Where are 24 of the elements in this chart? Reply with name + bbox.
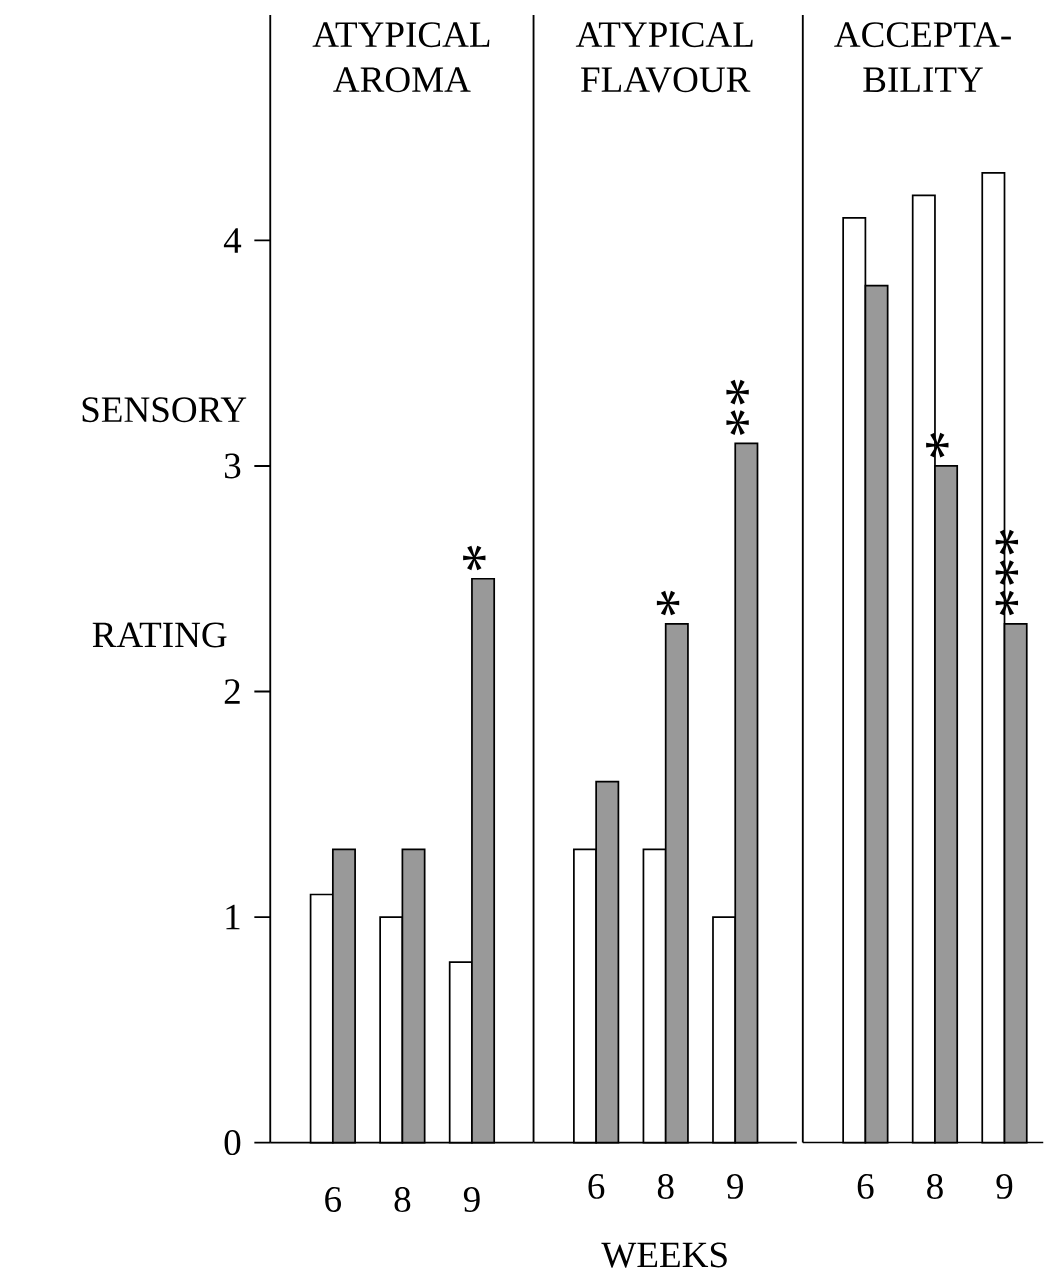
- x-tick-label: 8: [657, 1173, 674, 1199]
- y-tick-label: 4: [223, 228, 242, 253]
- y-tick-label: 3: [224, 453, 241, 479]
- text: ACCEPTA-BILITY: [834, 22, 1011, 92]
- x-tick-label: 8: [394, 1187, 411, 1213]
- annotation: *: [926, 432, 949, 458]
- x-axis-title: WEEKS: [601, 1242, 727, 1268]
- y-tick-label: 0: [224, 1130, 241, 1156]
- x-tick-label: 6: [588, 1173, 605, 1199]
- text: ATYPICAL AROMA: [312, 22, 490, 93]
- annotation: **: [726, 379, 749, 435]
- text: ATYPICAL FLAVOUR: [575, 22, 753, 93]
- y-tick-label: 1: [226, 904, 240, 930]
- x-tick-label: 6: [325, 1187, 341, 1212]
- text: SENSORY: [82, 397, 247, 423]
- x-tick-label: 9: [463, 1187, 480, 1212]
- annotation: *: [463, 545, 486, 571]
- x-tick-label: 9: [996, 1173, 1013, 1199]
- x-tick-label: 9: [727, 1173, 743, 1199]
- x-tick-label: 8: [927, 1173, 943, 1199]
- x-tick-label: 6: [857, 1173, 874, 1199]
- text: RATING: [92, 622, 227, 648]
- annotation: *: [656, 590, 680, 616]
- y-tick-label: 2: [224, 679, 240, 704]
